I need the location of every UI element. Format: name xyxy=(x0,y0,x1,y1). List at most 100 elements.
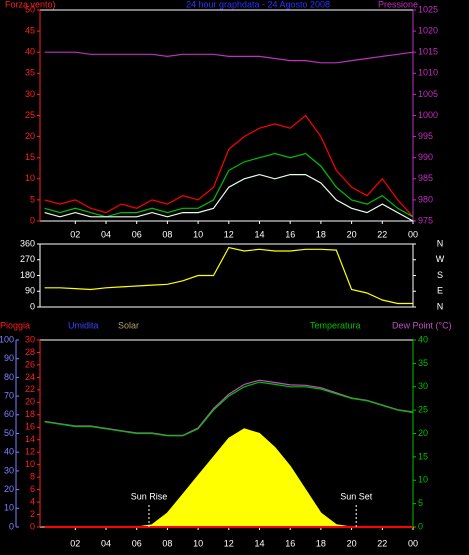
series-line xyxy=(44,246,413,305)
y-tick-label: 14 xyxy=(25,434,35,444)
humidity-tick-label: 60 xyxy=(4,409,14,419)
humidity-tick-label: 20 xyxy=(4,484,14,494)
y2-tick-label: 1005 xyxy=(418,89,438,99)
x-tick-label: 14 xyxy=(254,229,264,239)
y-tick-label: 30 xyxy=(25,89,35,99)
y-tick-label: 0 xyxy=(30,521,35,531)
y2-tick-label: 0 xyxy=(418,521,423,531)
series-line xyxy=(44,173,414,222)
x-tick-label: 08 xyxy=(162,229,172,239)
y2-tick-label: 1000 xyxy=(418,110,438,120)
humidity-tick-label: 40 xyxy=(4,447,14,457)
y2-tick-label: W xyxy=(436,254,445,264)
y-tick-label: 2 xyxy=(30,509,35,519)
y-tick-label: 5 xyxy=(30,194,35,204)
y-tick-label: 45 xyxy=(25,25,35,35)
rain-label: Pioggia xyxy=(0,320,30,330)
x-tick-label: 18 xyxy=(316,538,326,548)
humidity-tick-label: 0 xyxy=(9,521,14,531)
y-tick-label: 18 xyxy=(25,409,35,419)
y-tick-label: 24 xyxy=(25,372,35,382)
x-tick-label: 14 xyxy=(254,538,264,548)
series-line xyxy=(44,114,414,218)
x-tick-label: 06 xyxy=(132,229,142,239)
y-tick-label: 8 xyxy=(30,472,35,482)
x-tick-label: 12 xyxy=(224,229,234,239)
chart-title: 24 hour graphdata - 24 Agosto 2008 xyxy=(186,0,330,9)
x-tick-label: 04 xyxy=(101,229,111,239)
y-tick-label: 4 xyxy=(30,496,35,506)
y-tick-label: 50 xyxy=(25,4,35,14)
y2-tick-label: 985 xyxy=(418,173,433,183)
x-tick-label: 08 xyxy=(162,538,172,548)
y-tick-label: 12 xyxy=(25,447,35,457)
y2-tick-label: 15 xyxy=(418,451,428,461)
y2-tick-label: 20 xyxy=(418,428,428,438)
annotation: Sun Rise xyxy=(131,491,168,501)
y-tick-label: 6 xyxy=(30,484,35,494)
y2-tick-label: 1015 xyxy=(418,47,438,57)
y2-tick-label: 25 xyxy=(418,405,428,415)
y2-tick-label: 1020 xyxy=(418,25,438,35)
y2-tick-label: 10 xyxy=(418,475,428,485)
x-tick-label: 10 xyxy=(193,229,203,239)
y-tick-label: 25 xyxy=(25,110,35,120)
y2-tick-label: 5 xyxy=(418,498,423,508)
y2-tick-label: 1010 xyxy=(418,68,438,78)
y2-tick-label: 30 xyxy=(418,381,428,391)
x-tick-label: 04 xyxy=(101,538,111,548)
y2-tick-label: 35 xyxy=(418,358,428,368)
solar-label: Solar xyxy=(118,320,139,330)
y-tick-label: 22 xyxy=(25,384,35,394)
x-tick-label: 18 xyxy=(316,229,326,239)
x-tick-label: 06 xyxy=(132,538,142,548)
humidity-tick-label: 100 xyxy=(0,334,14,344)
wind-label: Forza vento) xyxy=(5,0,56,9)
temperature-label: Temperatura xyxy=(310,320,361,330)
x-tick-label: 22 xyxy=(377,538,387,548)
x-tick-label: 12 xyxy=(224,538,234,548)
humidity-tick-label: 80 xyxy=(4,372,14,382)
y-tick-label: 28 xyxy=(25,347,35,357)
x-tick-label: 20 xyxy=(347,538,357,548)
x-tick-label: 16 xyxy=(285,229,295,239)
series-line xyxy=(44,381,414,437)
y-tick-label: 15 xyxy=(25,152,35,162)
humidity-tick-label: 10 xyxy=(4,503,14,513)
y2-tick-label: S xyxy=(437,270,443,280)
y-tick-label: 35 xyxy=(25,68,35,78)
y-tick-label: 0 xyxy=(30,215,35,225)
y-tick-label: 10 xyxy=(25,459,35,469)
humidity-tick-label: 30 xyxy=(4,465,14,475)
annotation: Sun Set xyxy=(340,491,373,501)
x-tick-label: 02 xyxy=(70,229,80,239)
x-tick-label: 22 xyxy=(377,229,387,239)
y-tick-label: 270 xyxy=(20,254,35,264)
y2-tick-label: 995 xyxy=(418,131,433,141)
humidity-tick-label: 90 xyxy=(4,353,14,363)
y2-tick-label: 1025 xyxy=(418,4,438,14)
y-tick-label: 16 xyxy=(25,422,35,432)
y2-tick-label: N xyxy=(437,238,444,248)
x-tick-label: 10 xyxy=(193,538,203,548)
y2-tick-label: 975 xyxy=(418,215,433,225)
series-line xyxy=(44,51,414,64)
y-tick-label: 20 xyxy=(25,131,35,141)
y-tick-label: 360 xyxy=(20,238,35,248)
y-tick-label: 20 xyxy=(25,397,35,407)
y2-tick-label: 980 xyxy=(418,194,433,204)
y2-tick-label: 990 xyxy=(418,152,433,162)
y2-tick-label: 40 xyxy=(418,334,428,344)
humidity-label: Umidita xyxy=(68,320,99,330)
x-tick-label: 00 xyxy=(408,538,418,548)
y-tick-label: 90 xyxy=(25,286,35,296)
y-tick-label: 30 xyxy=(25,334,35,344)
x-tick-label: 16 xyxy=(285,538,295,548)
dew-point-label: Dew Point (°C) xyxy=(392,320,452,330)
y-tick-label: 180 xyxy=(20,270,35,280)
y2-tick-label: N xyxy=(437,301,444,311)
x-tick-label: 00 xyxy=(408,229,418,239)
x-tick-label: 02 xyxy=(70,538,80,548)
